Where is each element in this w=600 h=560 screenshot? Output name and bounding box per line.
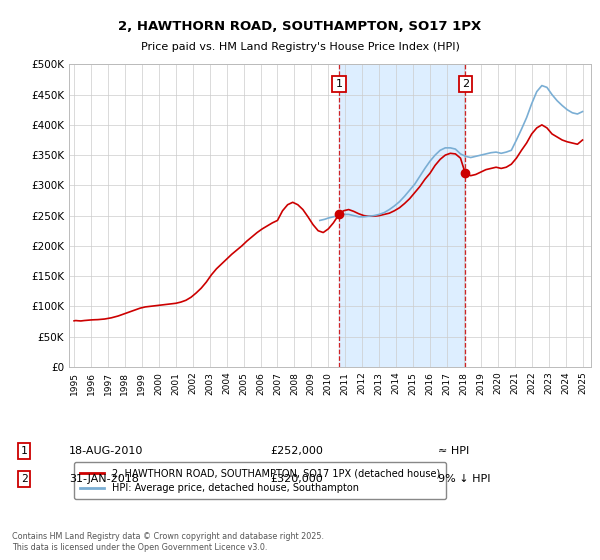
- Text: Price paid vs. HM Land Registry's House Price Index (HPI): Price paid vs. HM Land Registry's House …: [140, 42, 460, 52]
- Text: 1: 1: [335, 79, 343, 88]
- Text: Contains HM Land Registry data © Crown copyright and database right 2025.
This d: Contains HM Land Registry data © Crown c…: [12, 532, 324, 552]
- Text: 18-AUG-2010: 18-AUG-2010: [69, 446, 143, 456]
- Text: £320,000: £320,000: [270, 474, 323, 484]
- Text: 9% ↓ HPI: 9% ↓ HPI: [438, 474, 491, 484]
- Text: 2: 2: [461, 79, 469, 88]
- Text: 31-JAN-2018: 31-JAN-2018: [69, 474, 139, 484]
- Legend: 2, HAWTHORN ROAD, SOUTHAMPTON, SO17 1PX (detached house), HPI: Average price, de: 2, HAWTHORN ROAD, SOUTHAMPTON, SO17 1PX …: [74, 463, 446, 499]
- Text: 1: 1: [20, 446, 28, 456]
- Text: 2, HAWTHORN ROAD, SOUTHAMPTON, SO17 1PX: 2, HAWTHORN ROAD, SOUTHAMPTON, SO17 1PX: [118, 20, 482, 32]
- Text: ≈ HPI: ≈ HPI: [438, 446, 469, 456]
- Bar: [339, 64, 465, 367]
- Text: £252,000: £252,000: [270, 446, 323, 456]
- Text: 2: 2: [20, 474, 28, 484]
